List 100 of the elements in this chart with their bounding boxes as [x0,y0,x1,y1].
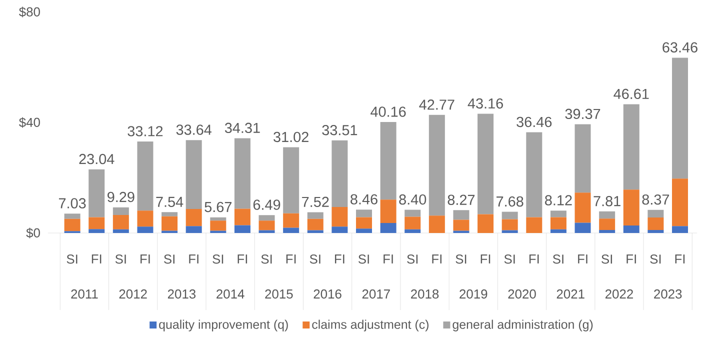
x-tick-label: SI [552,254,564,264]
bar [210,217,226,221]
bar [162,212,178,216]
bar [648,230,664,233]
total-label: 8.12 [545,195,572,206]
bar [380,223,396,233]
text: 2020 [508,289,536,299]
bar [648,218,664,230]
legend-label: quality improvement (q) [159,320,288,332]
x-tick-label: SI [66,254,78,264]
text: 2017 [362,289,390,299]
total-label: 63.46 [662,42,698,52]
bar [234,225,250,233]
total-label: 33.51 [322,124,358,136]
total-label: 6.49 [253,200,280,210]
bar [648,210,664,218]
bar [453,210,470,220]
x-tick-label: SI [212,254,224,264]
bar [574,222,591,233]
total-label: 8.46 [350,194,378,204]
x-tick-label: SI [261,254,272,264]
bar [332,226,348,233]
total-label: 36.46 [516,116,552,128]
x-tick-label: FI [480,254,490,264]
bar [380,122,396,200]
total-label: 8.37 [642,194,670,205]
total-label: 23.04 [79,154,114,164]
text: 2011 [71,289,98,299]
bar [623,104,640,190]
bar [186,208,202,226]
x-tick-label: FI [578,254,588,264]
bar [623,226,640,233]
bar [137,226,154,233]
x-tick-label: SI [358,254,369,264]
text: 2013 [168,289,196,299]
bar [186,226,202,233]
bar [88,217,105,230]
bar [356,228,372,233]
x-tick-label: SI [504,254,515,264]
total-label: 34.31 [224,122,260,134]
bar [404,210,421,217]
text: 2021 [556,289,584,299]
bar [478,214,494,233]
bar [137,210,154,227]
bar [332,140,348,208]
bar [112,207,129,216]
bar [258,220,275,230]
bar [550,217,566,230]
y-tick-label: $40 [19,117,40,128]
bar [307,230,324,233]
bar [502,230,518,233]
total-label: 7.54 [156,196,184,207]
bar [502,219,518,230]
total-label: 7.68 [496,196,524,207]
bar [574,124,591,193]
total-label: 7.81 [594,196,620,206]
total-label: 7.52 [302,196,329,208]
x-tick-label: FI [432,254,442,264]
x-tick-label: FI [92,254,102,264]
bar [356,210,372,218]
bar [162,216,178,231]
bar [404,229,421,233]
total-label: 5.67 [204,202,232,212]
x-tick-label: SI [650,254,661,264]
bar [672,226,688,233]
text: 2023 [654,289,682,299]
bar [574,192,591,223]
bar [88,229,105,233]
bar [404,216,421,230]
x-tick-label: SI [602,254,612,264]
total-label: 40.16 [370,106,406,117]
x-tick-label: FI [626,254,636,264]
x-tick-label: FI [334,254,344,264]
x-tick-label: FI [189,254,198,264]
bar [623,190,640,226]
bar [428,114,445,216]
bar [453,220,470,231]
total-label: 8.27 [448,194,475,205]
total-label: 33.12 [128,126,163,136]
x-tick-label: FI [286,254,296,264]
text: 2022 [605,289,633,299]
text: 2015 [265,289,293,299]
text: 2016 [314,289,342,299]
text: 2018 [411,289,439,299]
text: 2019 [460,289,488,299]
x-tick-label: SI [407,254,418,264]
total-label: 31.02 [274,132,308,142]
x-tick-label: FI [140,254,150,264]
bar [428,216,445,233]
bar [64,214,80,219]
legend-label: general administration (g) [452,320,593,332]
x-tick-label: SI [115,254,126,264]
x-tick-label: SI [310,254,320,264]
bar [258,230,275,233]
bar [478,114,494,214]
x-tick-label: SI [164,254,174,264]
bar [234,208,250,226]
total-label: 46.61 [614,88,649,100]
x-tick-label: FI [675,254,685,264]
bar [307,212,324,219]
